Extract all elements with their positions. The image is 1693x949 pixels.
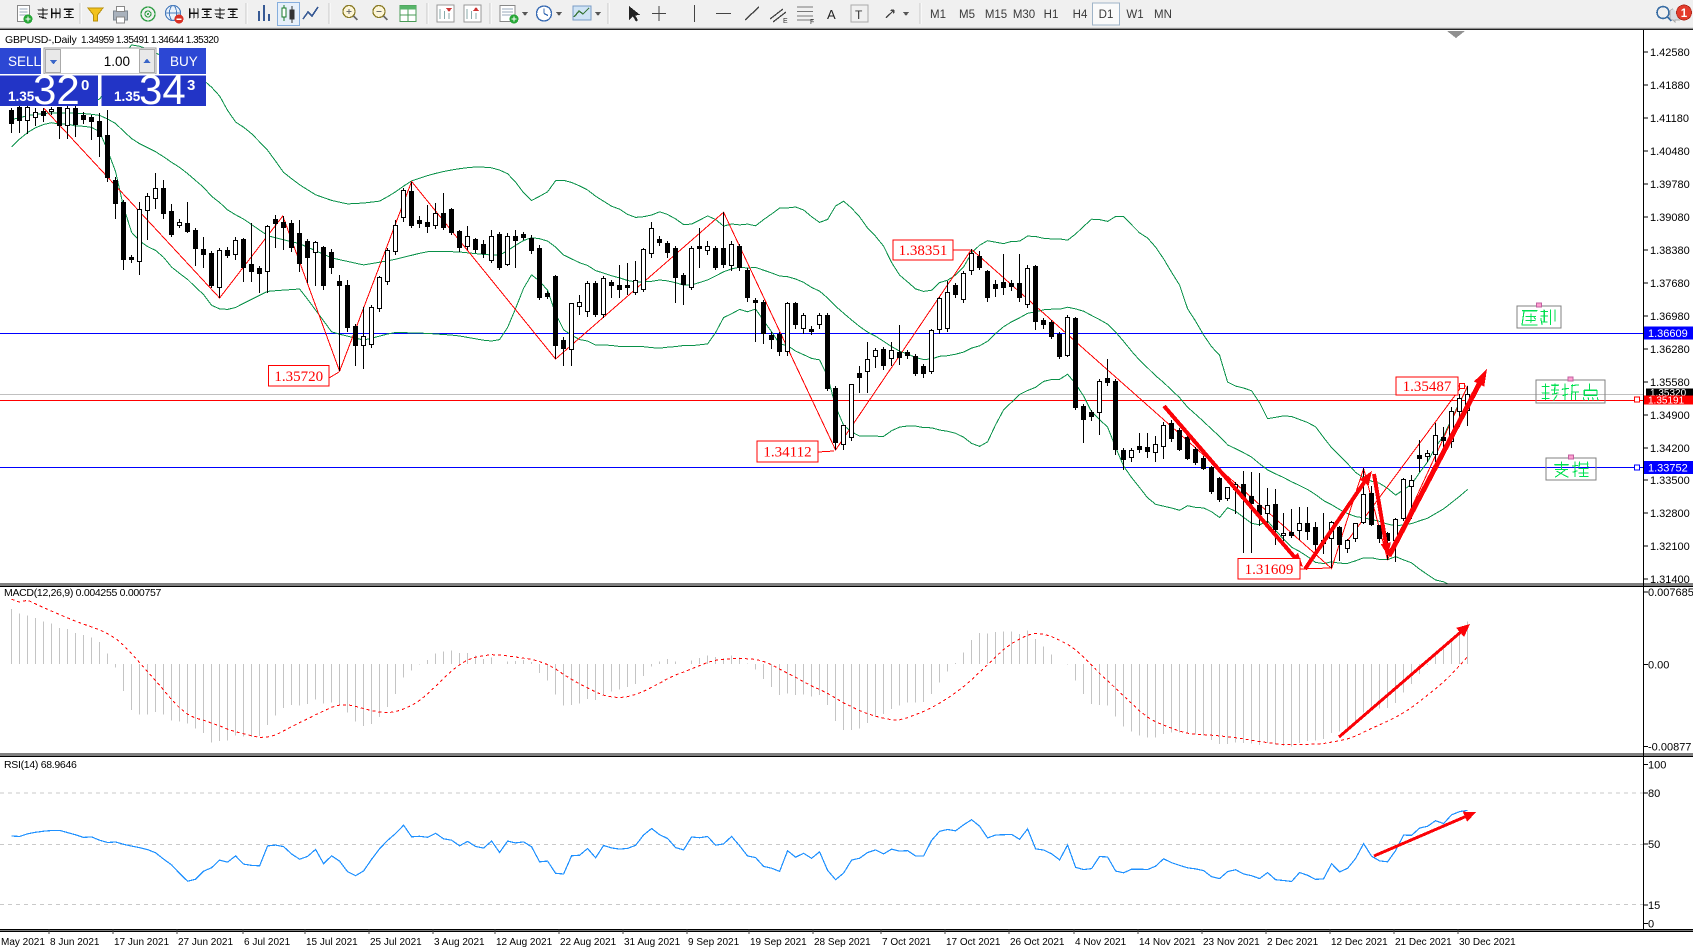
svg-text:26 Oct 2021: 26 Oct 2021 bbox=[1010, 937, 1065, 948]
svg-text:1.38351: 1.38351 bbox=[899, 243, 948, 259]
svg-text:1.36980: 1.36980 bbox=[1650, 311, 1690, 323]
svg-text:0: 0 bbox=[81, 77, 89, 94]
svg-text:D1: D1 bbox=[1099, 9, 1114, 21]
svg-text:21 Dec 2021: 21 Dec 2021 bbox=[1395, 937, 1452, 948]
svg-text:1.36609: 1.36609 bbox=[1648, 328, 1688, 340]
svg-text:M30: M30 bbox=[1013, 9, 1035, 21]
svg-text:1.41880: 1.41880 bbox=[1650, 80, 1690, 92]
svg-text:12 Aug 2021: 12 Aug 2021 bbox=[496, 937, 553, 948]
svg-text:34: 34 bbox=[139, 66, 186, 113]
svg-text:H1: H1 bbox=[1044, 9, 1059, 21]
svg-text:12 Dec 2021: 12 Dec 2021 bbox=[1331, 937, 1388, 948]
svg-text:9 Sep 2021: 9 Sep 2021 bbox=[688, 937, 740, 948]
svg-text:M5: M5 bbox=[959, 9, 975, 21]
svg-text:MN: MN bbox=[1154, 9, 1172, 21]
svg-text:M1: M1 bbox=[930, 9, 946, 21]
svg-text:BUY: BUY bbox=[170, 54, 198, 69]
svg-text:RSI(14) 68.9646: RSI(14) 68.9646 bbox=[4, 759, 77, 771]
svg-text:1.32100: 1.32100 bbox=[1650, 541, 1690, 553]
svg-text:100: 100 bbox=[1648, 759, 1666, 771]
svg-text:1.35: 1.35 bbox=[114, 89, 141, 104]
svg-text:15: 15 bbox=[1648, 900, 1660, 912]
svg-text:22 Aug 2021: 22 Aug 2021 bbox=[560, 937, 617, 948]
svg-text:MACD(12,26,9) 0.004255 0.00075: MACD(12,26,9) 0.004255 0.000757 bbox=[4, 587, 162, 599]
svg-text:1.41180: 1.41180 bbox=[1650, 113, 1689, 125]
svg-text:31 Aug 2021: 31 Aug 2021 bbox=[624, 937, 681, 948]
svg-text:1.35487: 1.35487 bbox=[1403, 379, 1452, 395]
svg-text:17 Oct 2021: 17 Oct 2021 bbox=[946, 937, 1001, 948]
svg-text:7 Oct 2021: 7 Oct 2021 bbox=[882, 937, 931, 948]
svg-text:T: T bbox=[855, 8, 863, 22]
svg-text:1.39780: 1.39780 bbox=[1650, 179, 1690, 191]
svg-text:80: 80 bbox=[1648, 788, 1660, 800]
svg-text:1.35580: 1.35580 bbox=[1650, 377, 1690, 389]
svg-text:M15: M15 bbox=[985, 9, 1007, 21]
svg-text:W1: W1 bbox=[1126, 9, 1143, 21]
svg-text:1.33500: 1.33500 bbox=[1650, 475, 1690, 487]
svg-text:1.34959 1.35491 1.34644 1.3532: 1.34959 1.35491 1.34644 1.35320 bbox=[81, 35, 219, 46]
svg-text:4 Nov 2021: 4 Nov 2021 bbox=[1075, 937, 1127, 948]
svg-text:1.38380: 1.38380 bbox=[1650, 245, 1690, 257]
svg-text:15 Jul 2021: 15 Jul 2021 bbox=[306, 937, 358, 948]
svg-text:F: F bbox=[810, 19, 814, 26]
svg-text:1.34900: 1.34900 bbox=[1650, 410, 1690, 422]
svg-text:28 Sep 2021: 28 Sep 2021 bbox=[814, 937, 871, 948]
svg-text:3: 3 bbox=[187, 77, 195, 94]
svg-text:0.007685: 0.007685 bbox=[1648, 587, 1693, 599]
svg-text:0: 0 bbox=[1648, 918, 1654, 930]
svg-text:14 Nov 2021: 14 Nov 2021 bbox=[1139, 937, 1196, 948]
svg-text:17 Jun 2021: 17 Jun 2021 bbox=[114, 937, 169, 948]
svg-text:19 Sep 2021: 19 Sep 2021 bbox=[750, 937, 807, 948]
svg-text:1.37680: 1.37680 bbox=[1650, 278, 1690, 290]
svg-text:1.32800: 1.32800 bbox=[1650, 508, 1690, 520]
svg-text:H4: H4 bbox=[1073, 9, 1088, 21]
svg-text:-0.00877: -0.00877 bbox=[1648, 742, 1691, 754]
svg-text:1.39080: 1.39080 bbox=[1650, 212, 1690, 224]
svg-text:1.34112: 1.34112 bbox=[763, 445, 811, 461]
svg-text:32: 32 bbox=[33, 66, 80, 113]
svg-text:1.42580: 1.42580 bbox=[1650, 47, 1690, 59]
svg-text:1.40480: 1.40480 bbox=[1650, 146, 1690, 158]
svg-text:SELL: SELL bbox=[8, 54, 42, 69]
svg-text:1: 1 bbox=[1681, 8, 1688, 20]
svg-text:1.31400: 1.31400 bbox=[1650, 574, 1690, 586]
svg-text:23 Nov 2021: 23 Nov 2021 bbox=[1203, 937, 1260, 948]
svg-text:May 2021: May 2021 bbox=[1, 937, 45, 948]
svg-text:3 Aug 2021: 3 Aug 2021 bbox=[434, 937, 485, 948]
svg-text:GBPUSD-,Daily: GBPUSD-,Daily bbox=[5, 34, 77, 46]
svg-text:E: E bbox=[783, 18, 788, 25]
svg-text:1.35191: 1.35191 bbox=[1648, 395, 1685, 406]
svg-text:A: A bbox=[827, 7, 836, 22]
svg-text:30 Dec 2021: 30 Dec 2021 bbox=[1459, 937, 1516, 948]
svg-text:25 Jul 2021: 25 Jul 2021 bbox=[370, 937, 422, 948]
svg-text:8 Jun 2021: 8 Jun 2021 bbox=[50, 937, 100, 948]
svg-text:1.35: 1.35 bbox=[8, 89, 35, 104]
svg-text:1.35320: 1.35320 bbox=[1650, 388, 1687, 399]
svg-text:1.34200: 1.34200 bbox=[1650, 443, 1690, 455]
svg-text:1.31609: 1.31609 bbox=[1245, 562, 1294, 578]
svg-text:27 Jun 2021: 27 Jun 2021 bbox=[178, 937, 233, 948]
svg-text:1.35720: 1.35720 bbox=[274, 369, 323, 385]
svg-text:1.33752: 1.33752 bbox=[1648, 463, 1688, 475]
svg-text:0.00: 0.00 bbox=[1648, 659, 1669, 671]
svg-text:2 Dec 2021: 2 Dec 2021 bbox=[1267, 937, 1319, 948]
svg-text:6 Jul 2021: 6 Jul 2021 bbox=[244, 937, 291, 948]
svg-text:50: 50 bbox=[1648, 839, 1660, 851]
svg-text:1.36280: 1.36280 bbox=[1650, 344, 1690, 356]
svg-text:1.00: 1.00 bbox=[104, 54, 130, 69]
